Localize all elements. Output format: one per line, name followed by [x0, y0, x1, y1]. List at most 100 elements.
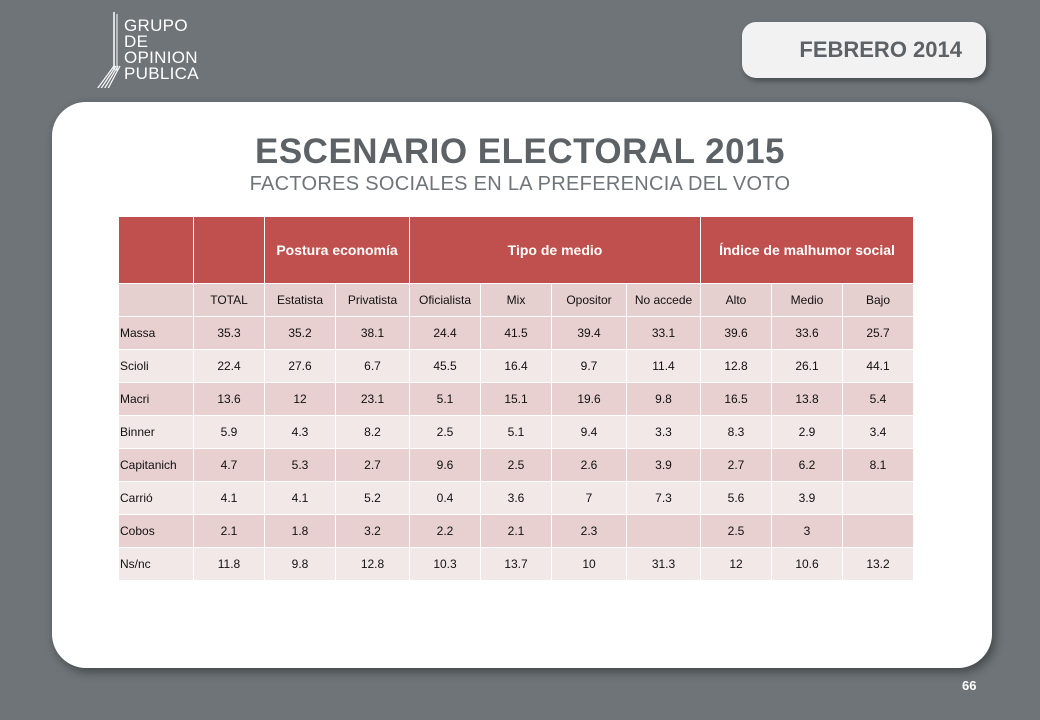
empty-header-cell	[118, 283, 194, 317]
table-cell: 12	[700, 547, 772, 581]
table-cell: 2.5	[700, 514, 772, 548]
table-cell: 5.4	[842, 382, 914, 416]
page-number: 66	[962, 678, 977, 693]
table-cell: 5.2	[335, 481, 410, 515]
table-cell: 5.1	[409, 382, 481, 416]
page-subtitle: FACTORES SOCIALES EN LA PREFERENCIA DEL …	[249, 173, 791, 195]
table-cell: 4.1	[264, 481, 336, 515]
logo-line: DE	[124, 32, 149, 51]
logo-line: GRUPO	[124, 16, 188, 35]
table-cell: 11.8	[193, 547, 265, 581]
table-cell: 27.6	[264, 349, 336, 383]
table-cell: 3.6	[480, 481, 552, 515]
column-header: Bajo	[842, 283, 914, 317]
table-cell: 19.6	[551, 382, 627, 416]
row-label: Carrió	[118, 481, 194, 515]
table-cell: 12	[264, 382, 336, 416]
table-cell: 4.7	[193, 448, 265, 482]
column-header: Mix	[480, 283, 552, 317]
table-cell: 1.8	[264, 514, 336, 548]
table-cell: 39.6	[700, 316, 772, 350]
column-header: Alto	[700, 283, 772, 317]
table-cell: 3.2	[335, 514, 410, 548]
column-header-row: TOTAL Estatista Privatista Oficialista M…	[118, 283, 914, 317]
table-cell: 16.5	[700, 382, 772, 416]
table-cell: 45.5	[409, 349, 481, 383]
row-label: Binner	[118, 415, 194, 449]
table-cell: 12.8	[335, 547, 410, 581]
group-header-postura: Postura economía	[264, 216, 410, 284]
table-cell: 41.5	[480, 316, 552, 350]
page-title: ESCENARIO ELECTORAL 2015	[254, 132, 785, 171]
column-header: Privatista	[335, 283, 410, 317]
group-header-malhumor: Índice de malhumor social	[700, 216, 914, 284]
table-cell: 23.1	[335, 382, 410, 416]
logo-line: PUBLICA	[124, 64, 199, 83]
table-cell: 9.8	[626, 382, 701, 416]
table-cell: 13.6	[193, 382, 265, 416]
column-header: Opositor	[551, 283, 627, 317]
table-cell: 5.6	[700, 481, 772, 515]
table-cell: 31.3	[626, 547, 701, 581]
table-cell: 25.7	[842, 316, 914, 350]
table-cell	[842, 514, 914, 548]
table-cell: 33.6	[771, 316, 843, 350]
date-badge: FEBRERO 2014	[742, 22, 986, 78]
table-cell: 8.2	[335, 415, 410, 449]
table-cell: 2.2	[409, 514, 481, 548]
table-cell: 3.9	[626, 448, 701, 482]
table-cell: 44.1	[842, 349, 914, 383]
table-cell: 9.8	[264, 547, 336, 581]
row-label: Massa	[118, 316, 194, 350]
table-cell: 2.9	[771, 415, 843, 449]
table-row: Ns/nc 11.8 9.8 12.8 10.3 13.7 10 31.3 12 10.6 13.2	[118, 547, 914, 581]
table-cell: 9.7	[551, 349, 627, 383]
table-cell: 35.3	[193, 316, 265, 350]
table-cell: 2.1	[193, 514, 265, 548]
table-cell: 6.2	[771, 448, 843, 482]
table-cell: 10.6	[771, 547, 843, 581]
table-row: Scioli 22.4 27.6 6.7 45.5 16.4 9.7 11.4 12.8 26.1…	[118, 349, 914, 383]
table-cell: 8.3	[700, 415, 772, 449]
table-cell: 9.4	[551, 415, 627, 449]
row-label: Macri	[118, 382, 194, 416]
table-cell: 2.5	[409, 415, 481, 449]
table-row: Binner 5.9 4.3 8.2 2.5 5.1 9.4 3.3 8.3 2.9 3.4	[118, 415, 914, 449]
column-header: TOTAL	[193, 283, 265, 317]
table-cell: 10.3	[409, 547, 481, 581]
column-header: No accede	[626, 283, 701, 317]
table-cell: 11.4	[626, 349, 701, 383]
table-cell: 39.4	[551, 316, 627, 350]
empty-header-cell	[193, 216, 265, 284]
column-header: Estatista	[264, 283, 336, 317]
table-cell: 5.9	[193, 415, 265, 449]
logo-lines-icon	[97, 12, 121, 88]
table-cell: 8.1	[842, 448, 914, 482]
table-row: Massa 35.3 35.2 38.1 24.4 41.5 39.4 33.1 39.6 33.…	[118, 316, 914, 350]
table-cell: 6.7	[335, 349, 410, 383]
row-label: Capitanich	[118, 448, 194, 482]
table-cell: 2.7	[335, 448, 410, 482]
date-label: FEBRERO 2014	[799, 37, 962, 62]
table-cell	[626, 514, 701, 548]
table-cell: 5.1	[480, 415, 552, 449]
logo-line: OPINION	[124, 48, 198, 67]
table-cell: 3.4	[842, 415, 914, 449]
table-cell: 38.1	[335, 316, 410, 350]
table-cell	[842, 481, 914, 515]
table-cell: 3	[771, 514, 843, 548]
table-row: Carrió 4.1 4.1 5.2 0.4 3.6 7 7.3 5.6 3.9	[118, 481, 914, 515]
table-cell: 26.1	[771, 349, 843, 383]
group-header-medio: Tipo de medio	[409, 216, 701, 284]
table-cell: 3.3	[626, 415, 701, 449]
table-cell: 4.1	[193, 481, 265, 515]
table-cell: 16.4	[480, 349, 552, 383]
table-cell: 10	[551, 547, 627, 581]
table-cell: 0.4	[409, 481, 481, 515]
row-label: Scioli	[118, 349, 194, 383]
table-row: Macri 13.6 12 23.1 5.1 15.1 19.6 9.8 16.5 13.8 5.4	[118, 382, 914, 416]
table-cell: 2.7	[700, 448, 772, 482]
table-cell: 7.3	[626, 481, 701, 515]
table-cell: 24.4	[409, 316, 481, 350]
row-label: Cobos	[118, 514, 194, 548]
